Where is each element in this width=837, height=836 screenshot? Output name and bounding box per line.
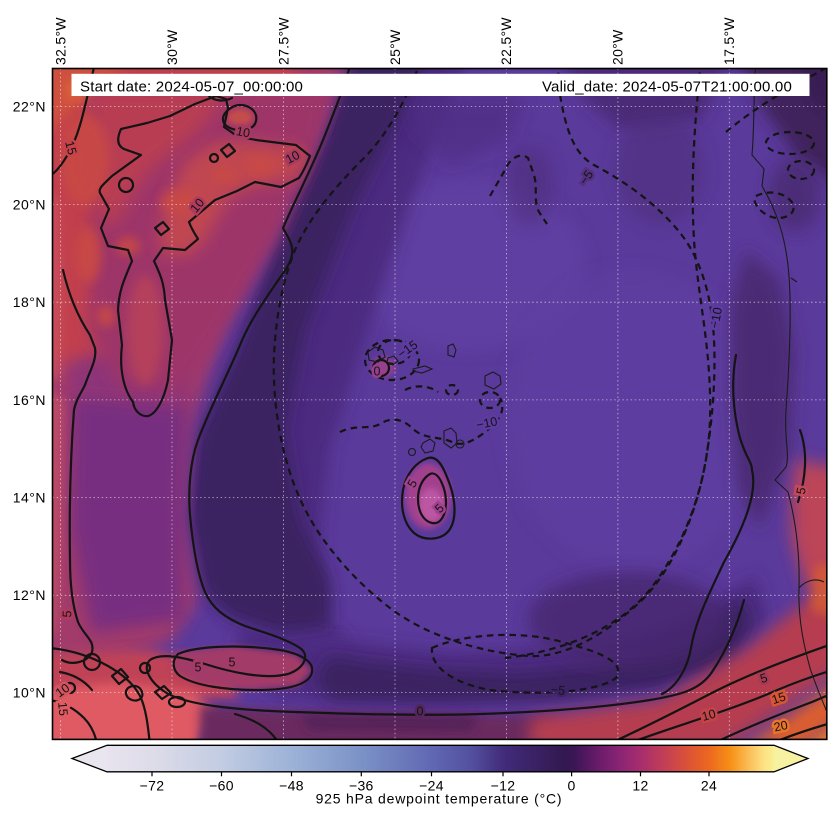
svg-text:Start date: 2024-05-07_00:00:0: Start date: 2024-05-07_00:00:00 xyxy=(80,79,303,96)
svg-text:−12: −12 xyxy=(491,778,516,794)
svg-text:5: 5 xyxy=(60,610,74,617)
svg-text:925 hPa dewpoint temperature (: 925 hPa dewpoint temperature (°C) xyxy=(316,791,563,807)
svg-text:25°W: 25°W xyxy=(387,29,403,65)
svg-text:−72: −72 xyxy=(140,778,165,794)
svg-text:12°N: 12°N xyxy=(13,587,46,603)
svg-text:−60: −60 xyxy=(209,778,234,794)
svg-text:20°N: 20°N xyxy=(13,196,46,212)
svg-text:10: 10 xyxy=(235,124,251,140)
svg-text:0: 0 xyxy=(568,778,576,794)
svg-text:5: 5 xyxy=(195,660,202,674)
svg-text:22°N: 22°N xyxy=(13,99,46,115)
svg-text:20: 20 xyxy=(773,718,790,735)
svg-text:12: 12 xyxy=(632,778,648,794)
svg-text:15: 15 xyxy=(55,701,70,716)
svg-text:18°N: 18°N xyxy=(13,294,46,310)
svg-text:32.5°W: 32.5°W xyxy=(52,17,68,65)
svg-text:0: 0 xyxy=(374,364,381,378)
svg-text:−36: −36 xyxy=(349,778,374,794)
svg-text:Valid_date: 2024-05-07T21:00:0: Valid_date: 2024-05-07T21:00:00.00 xyxy=(542,79,792,96)
svg-text:−5: −5 xyxy=(550,683,565,698)
svg-text:20°W: 20°W xyxy=(610,29,626,65)
svg-text:−48: −48 xyxy=(279,778,304,794)
svg-text:27.5°W: 27.5°W xyxy=(275,17,291,65)
svg-text:5: 5 xyxy=(229,655,236,669)
svg-text:14°N: 14°N xyxy=(13,490,46,506)
svg-text:22.5°W: 22.5°W xyxy=(498,17,514,65)
svg-text:−10: −10 xyxy=(708,306,725,329)
svg-text:30°W: 30°W xyxy=(164,29,180,65)
svg-text:15: 15 xyxy=(62,139,79,156)
svg-text:16°N: 16°N xyxy=(13,392,46,408)
svg-text:10°N: 10°N xyxy=(13,685,46,701)
svg-text:24: 24 xyxy=(701,778,717,794)
svg-text:17.5°W: 17.5°W xyxy=(721,17,737,65)
svg-text:10: 10 xyxy=(700,707,717,724)
svg-text:0: 0 xyxy=(416,704,423,718)
svg-text:−24: −24 xyxy=(419,778,444,794)
